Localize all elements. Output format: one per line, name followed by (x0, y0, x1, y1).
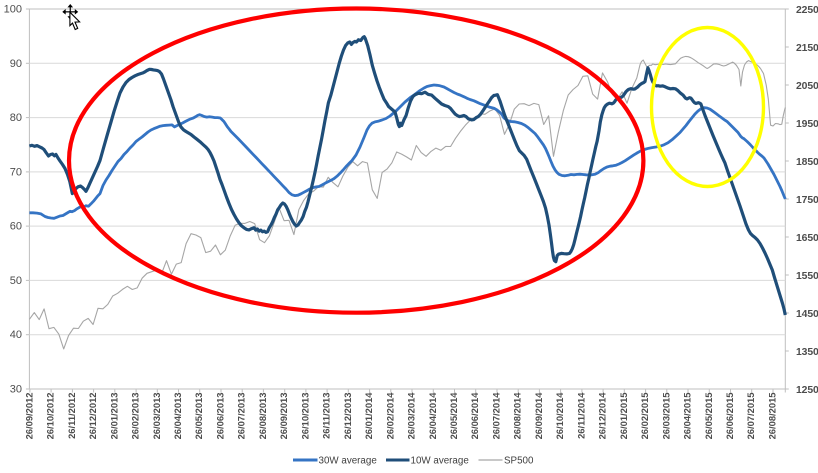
svg-text:26/06/2013: 26/06/2013 (214, 393, 225, 440)
svg-text:1450: 1450 (796, 309, 818, 320)
svg-text:26/01/2013: 26/01/2013 (108, 393, 119, 440)
svg-text:26/02/2013: 26/02/2013 (130, 393, 141, 440)
svg-text:26/08/2014: 26/08/2014 (512, 392, 523, 440)
svg-text:30: 30 (10, 384, 22, 396)
svg-text:2250: 2250 (796, 5, 818, 16)
svg-text:10W average: 10W average (411, 456, 470, 467)
svg-text:26/09/2013: 26/09/2013 (278, 393, 289, 440)
svg-text:26/12/2013: 26/12/2013 (342, 393, 353, 440)
svg-text:26/07/2013: 26/07/2013 (236, 393, 247, 440)
svg-text:26/10/2014: 26/10/2014 (554, 392, 565, 440)
svg-text:26/09/2014: 26/09/2014 (533, 392, 544, 440)
svg-text:1350: 1350 (796, 347, 818, 358)
svg-text:80: 80 (10, 112, 22, 124)
svg-text:26/11/2013: 26/11/2013 (321, 393, 332, 439)
svg-text:1250: 1250 (796, 385, 818, 396)
svg-text:26/01/2014: 26/01/2014 (363, 392, 374, 440)
svg-text:26/07/2014: 26/07/2014 (490, 392, 501, 440)
svg-text:1750: 1750 (796, 195, 818, 206)
svg-text:26/12/2014: 26/12/2014 (597, 392, 608, 440)
svg-text:90: 90 (10, 58, 22, 70)
svg-text:30W average: 30W average (319, 456, 378, 467)
svg-text:2050: 2050 (796, 81, 818, 92)
svg-text:1850: 1850 (796, 157, 818, 168)
svg-text:60: 60 (10, 221, 22, 233)
svg-text:1550: 1550 (796, 271, 818, 282)
svg-text:26/03/2013: 26/03/2013 (151, 393, 162, 440)
svg-text:26/08/2013: 26/08/2013 (257, 393, 268, 440)
svg-text:100: 100 (4, 4, 22, 16)
svg-text:40: 40 (10, 329, 22, 341)
svg-text:70: 70 (10, 166, 22, 178)
svg-text:1650: 1650 (796, 233, 818, 244)
svg-text:2150: 2150 (796, 43, 818, 54)
svg-text:26/03/2015: 26/03/2015 (660, 393, 671, 440)
svg-text:26/10/2013: 26/10/2013 (299, 393, 310, 440)
svg-text:26/04/2014: 26/04/2014 (427, 392, 438, 440)
svg-text:26/05/2014: 26/05/2014 (448, 392, 459, 440)
svg-text:26/05/2015: 26/05/2015 (703, 393, 714, 440)
svg-text:26/04/2015: 26/04/2015 (681, 393, 692, 440)
svg-text:26/12/2012: 26/12/2012 (87, 393, 98, 440)
svg-text:26/01/2015: 26/01/2015 (618, 393, 629, 440)
svg-text:26/05/2013: 26/05/2013 (193, 393, 204, 440)
svg-text:50: 50 (10, 275, 22, 287)
svg-text:26/04/2013: 26/04/2013 (172, 393, 183, 440)
svg-text:26/11/2014: 26/11/2014 (575, 392, 586, 439)
svg-text:26/03/2014: 26/03/2014 (405, 392, 416, 440)
svg-text:26/08/2015: 26/08/2015 (766, 393, 777, 440)
svg-text:1950: 1950 (796, 119, 818, 130)
svg-text:SP500: SP500 (504, 456, 534, 467)
svg-text:26/07/2015: 26/07/2015 (745, 393, 756, 440)
svg-text:26/06/2014: 26/06/2014 (469, 392, 480, 440)
svg-text:26/10/2012: 26/10/2012 (45, 393, 56, 440)
svg-text:26/06/2015: 26/06/2015 (724, 393, 735, 440)
svg-text:26/11/2012: 26/11/2012 (66, 393, 77, 439)
svg-text:26/09/2012: 26/09/2012 (23, 393, 34, 440)
svg-text:26/02/2014: 26/02/2014 (384, 392, 395, 440)
svg-text:26/02/2015: 26/02/2015 (639, 393, 650, 440)
